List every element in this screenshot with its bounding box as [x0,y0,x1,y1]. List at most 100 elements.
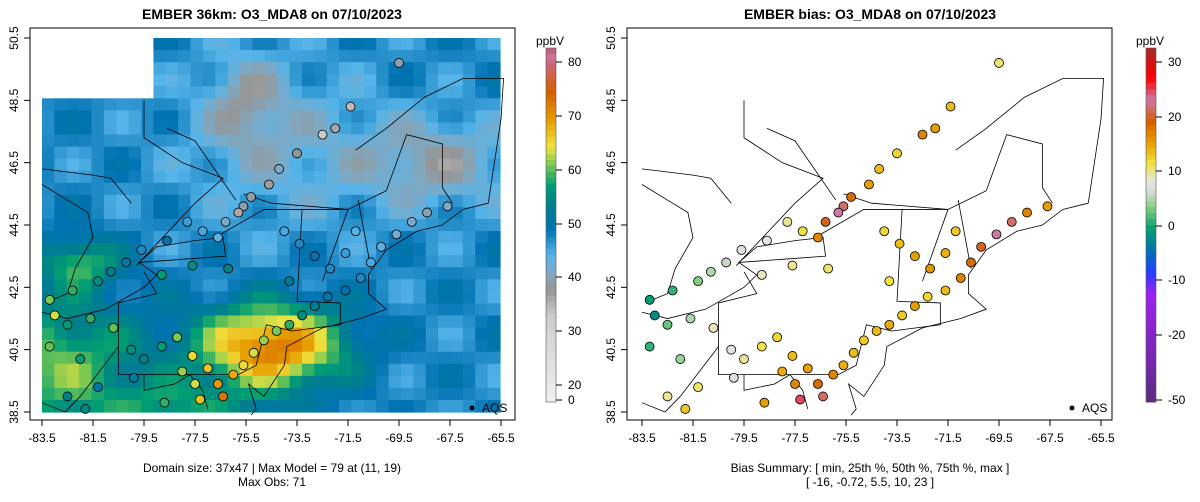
colorbar-swatch [546,307,556,314]
model-grid-cell [413,146,427,160]
station-obs-marker [44,294,55,305]
model-grid-cell [91,158,105,172]
model-grid-cell [277,206,291,220]
model-grid-cell [388,182,402,196]
model-grid-cell [252,303,266,317]
model-grid-cell [339,255,353,268]
model-grid-cell [202,110,216,124]
model-grid-cell [289,134,303,148]
model-grid-cell [289,291,303,305]
model-grid-cell [252,50,266,63]
model-grid-cell [462,243,476,256]
model-grid-cell [227,194,241,208]
model-grid-cell [351,327,365,341]
model-grid-cell [42,110,55,124]
model-grid-cell [42,122,55,136]
model-grid-cell [326,182,340,196]
model-grid-cell [438,315,452,329]
model-grid-cell [202,339,216,353]
model-grid-cell [314,62,328,75]
model-grid-cell [54,110,68,124]
model-grid-cell [264,231,278,244]
station-bias-marker [930,123,941,134]
colorbar-swatch [546,266,556,273]
model-grid-cell [301,74,315,87]
station-obs-marker [284,319,295,330]
model-grid-cell [141,206,155,220]
model-grid-cell [475,122,489,136]
model-grid-cell [425,50,439,63]
colorbar-swatch [1146,295,1156,303]
model-grid-cell [351,134,365,148]
station-obs-marker [340,248,351,258]
boundary-line [641,168,732,204]
model-grid-cell [252,315,266,329]
model-grid-cell [363,243,377,256]
model-grid-cell [450,255,464,268]
model-grid-cell [252,218,266,232]
model-grid-cell [66,218,80,232]
station-bias-marker [909,301,920,311]
model-grid-cell [79,98,93,111]
model-grid-cell [165,62,179,75]
model-grid-cell [264,146,278,160]
station-bias-marker [976,241,987,252]
colorbar-swatch [1146,160,1156,167]
model-grid-cell [202,303,216,317]
boundary-line [247,202,489,416]
colorbar-swatch [546,236,556,244]
model-grid-cell [301,146,315,160]
model-grid-cell [376,279,390,292]
model-grid-cell [116,267,130,280]
station-obs-marker [213,232,223,243]
model-grid-cell [227,303,241,317]
model-grid-cell [215,327,229,341]
model-grid-cell [388,74,402,87]
model-grid-cell [438,231,452,244]
model-grid-cell [326,158,340,172]
model-grid-cell [413,38,427,51]
aqs-legend-marker [469,405,475,411]
model-grid-cell [400,170,414,184]
model-grid-cell [227,170,241,184]
model-grid-cell [240,38,254,51]
station-bias-marker [1042,201,1053,212]
colorbar-swatch [546,366,556,373]
model-grid-cell [128,170,142,184]
station-obs-marker [345,101,356,112]
model-grid-cell [400,50,414,63]
model-grid-cell [252,231,266,244]
model-grid-cell [202,98,216,111]
station-obs-marker [246,192,257,202]
model-grid-cell [487,231,501,244]
model-grid-cell [42,351,55,365]
model-grid-cell [487,74,501,87]
model-grid-cell [462,50,476,63]
model-grid-cell [438,351,452,365]
model-grid-cell [79,267,93,280]
model-grid-cell [487,315,501,329]
model-grid-cell [227,315,241,329]
model-grid-cell [277,86,291,99]
model-grid-cell [388,194,402,208]
model-grid-cell [264,206,278,220]
aqs-legend-marker [1069,405,1075,411]
model-grid-cell [264,363,278,377]
model-grid-cell [438,255,452,268]
model-grid-cell [450,134,464,148]
model-grid-cell [277,363,291,377]
model-grid-cell [388,327,402,341]
lon-tick-label: -73.5 [883,431,911,445]
model-grid-cell [438,182,452,196]
lon-tick-label: -65.5 [487,431,515,445]
model-grid-cell [277,122,291,136]
model-grid-cell [202,243,216,256]
model-grid-cell [190,110,204,124]
colorbar-swatch [1146,65,1156,73]
model-grid-cell [227,134,241,148]
model-grid-cell [462,231,476,244]
model-grid-cell [116,351,130,365]
model-grid-cell [202,375,216,389]
lat-tick-label: 42.5 [604,275,618,299]
lat-tick-label: 50.5 [7,26,21,50]
